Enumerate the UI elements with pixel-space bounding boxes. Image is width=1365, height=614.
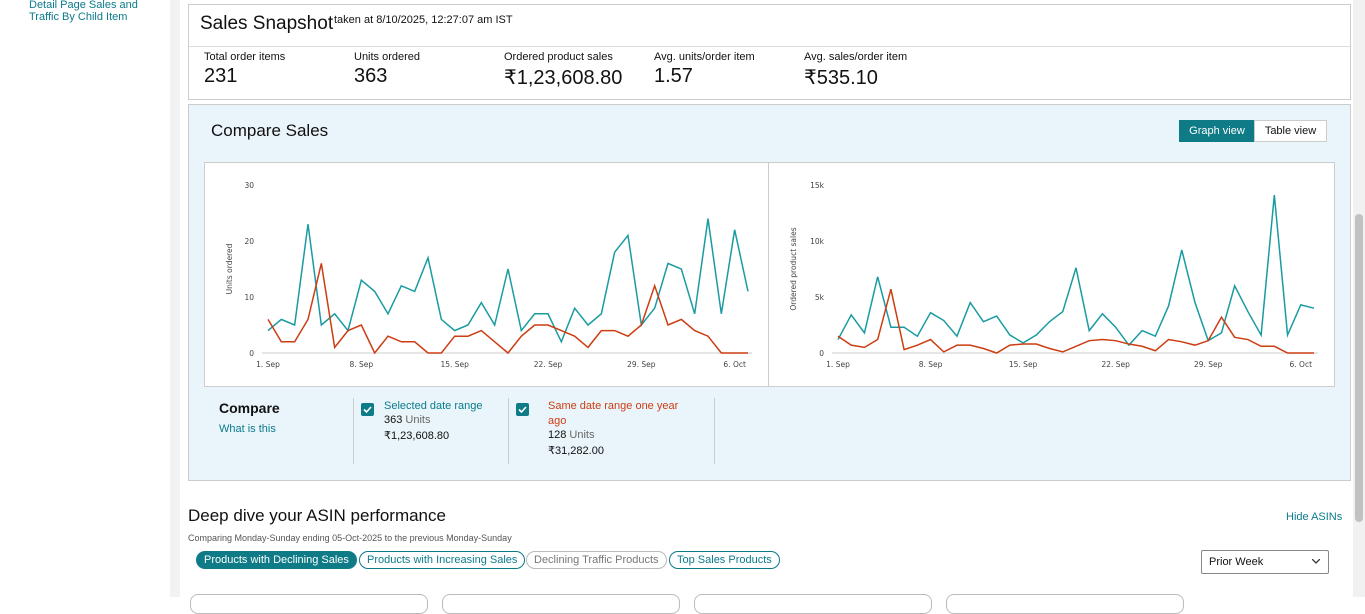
y-tick-label: 10k [810, 237, 825, 246]
divider [353, 398, 354, 464]
scrollbar[interactable] [1353, 0, 1365, 597]
metric-label: Avg. sales/order item [804, 51, 907, 63]
series-line [838, 289, 1314, 353]
filter-pill[interactable]: Declining Traffic Products [526, 551, 667, 569]
metric-label: Total order items [204, 51, 285, 63]
divider [189, 46, 1350, 47]
range-checkbox[interactable] [361, 403, 374, 416]
y-tick-label: 15k [810, 181, 825, 190]
range-checkbox[interactable] [516, 403, 529, 416]
period-value: Prior Week [1209, 556, 1263, 568]
sidebar-gutter [170, 0, 180, 597]
y-tick-label: 0 [249, 349, 254, 358]
range-label: Selected date range [384, 399, 504, 414]
x-tick-label: 15. Sep [440, 360, 469, 369]
card [694, 594, 932, 614]
divider [508, 398, 509, 464]
metric-value: ₹1,23,608.80 [504, 65, 622, 90]
x-tick-label: 29. Sep [627, 360, 656, 369]
x-tick-label: 6. Oct [723, 360, 746, 369]
range-units: 363 Units [384, 414, 430, 426]
page: Detail Page Sales and Traffic By Child I… [0, 0, 1365, 597]
x-tick-label: 29. Sep [1194, 360, 1223, 369]
card [946, 594, 1184, 614]
metric-label: Ordered product sales [504, 51, 613, 63]
hide-asins-link[interactable]: Hide ASINs [1286, 511, 1342, 523]
graph-view-button[interactable]: Graph view [1179, 120, 1255, 142]
sidebar-link[interactable]: Detail Page Sales and Traffic By Child I… [29, 0, 144, 23]
range-sales: ₹1,23,608.80 [384, 429, 449, 442]
units-value: 363 [384, 414, 402, 426]
y-tick-label: 0 [819, 349, 824, 358]
metric-label: Units ordered [354, 51, 420, 63]
x-tick-label: 22. Sep [1101, 360, 1130, 369]
table-view-button[interactable]: Table view [1254, 120, 1327, 142]
range-units: 128 Units [548, 429, 594, 441]
metric-value: 231 [204, 65, 237, 88]
sales-chart: Ordered product sales 0 5k 10k 15k 1. Sep 8. S… [769, 163, 1334, 385]
filter-pill[interactable]: Top Sales Products [669, 551, 780, 569]
period-select[interactable]: Prior Week [1201, 550, 1329, 574]
x-tick-label: 8. Sep [349, 360, 373, 369]
y-tick-label: 30 [244, 181, 254, 190]
filter-pill[interactable]: Products with Declining Sales [196, 551, 357, 569]
dropdown-arrow [1312, 559, 1320, 565]
metric-value: 363 [354, 65, 387, 88]
y-tick-label: 10 [244, 293, 254, 302]
compare-title: Compare Sales [211, 121, 328, 141]
y-tick-label: 5k [815, 293, 825, 302]
series-line [268, 263, 748, 353]
x-tick-label: 1. Sep [826, 360, 850, 369]
range-label: Same date range one year ago [548, 399, 688, 429]
x-tick-label: 1. Sep [256, 360, 280, 369]
x-tick-label: 6. Oct [1290, 360, 1313, 369]
deep-dive-subtitle: Comparing Monday-Sunday ending 05-Oct-20… [188, 533, 512, 543]
snapshot-timestamp: taken at 8/10/2025, 12:27:07 am IST [334, 14, 513, 26]
x-tick-label: 15. Sep [1009, 360, 1038, 369]
metric-label: Avg. units/order item [654, 51, 755, 63]
series-line [268, 219, 748, 342]
series-line [838, 195, 1314, 345]
y-axis-label: Units ordered [225, 243, 234, 294]
filter-pill[interactable]: Products with Increasing Sales [359, 551, 525, 569]
units-value: 128 [548, 429, 566, 441]
card [190, 594, 428, 614]
x-tick-label: 22. Sep [534, 360, 563, 369]
range-sales: ₹31,282.00 [548, 444, 604, 457]
units-label: Units [405, 414, 430, 426]
x-tick-label: 8. Sep [919, 360, 943, 369]
deep-dive-title: Deep dive your ASIN performance [188, 506, 446, 526]
scroll-thumb[interactable] [1355, 214, 1363, 522]
y-axis-label: Ordered product sales [789, 227, 798, 310]
y-tick-label: 20 [244, 237, 254, 246]
compare-heading: Compare [219, 400, 280, 416]
metric-value: 1.57 [654, 65, 693, 88]
divider [714, 398, 715, 464]
help-link[interactable]: What is this [219, 423, 276, 435]
metric-value: ₹535.10 [804, 65, 878, 90]
check-icon [516, 403, 529, 416]
units-chart: Units ordered 0 10 20 30 1. Sep 8. Sep 15. Sep 2… [205, 163, 767, 385]
check-icon [361, 403, 374, 416]
snapshot-title: Sales Snapshot [200, 13, 333, 35]
card [442, 594, 680, 614]
units-label: Units [569, 429, 594, 441]
